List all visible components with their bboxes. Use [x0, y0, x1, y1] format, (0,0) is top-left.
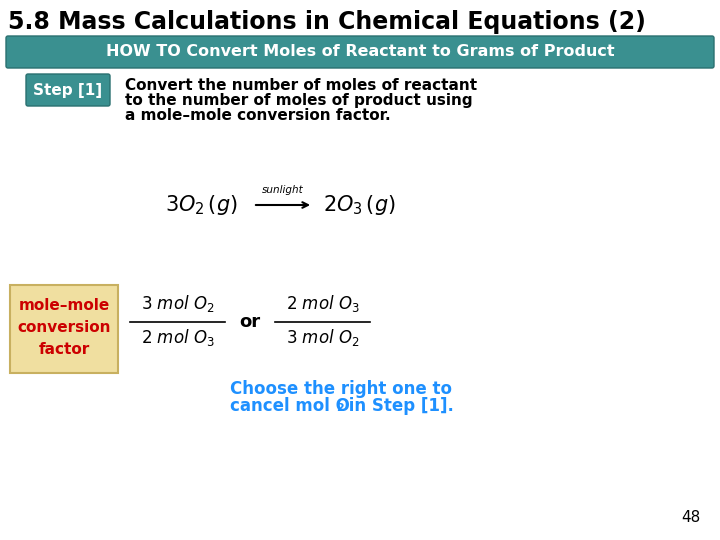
FancyBboxPatch shape [10, 285, 118, 373]
Text: sunlight: sunlight [262, 185, 304, 195]
Text: to the number of moles of product using: to the number of moles of product using [125, 93, 472, 108]
Text: Step [1]: Step [1] [33, 83, 102, 98]
Text: $3O_2\,(g)$: $3O_2\,(g)$ [165, 193, 238, 217]
Text: conversion: conversion [17, 320, 111, 334]
Text: cancel mol O: cancel mol O [230, 397, 350, 415]
Text: Choose the right one to: Choose the right one to [230, 380, 452, 398]
Text: 5.8 Mass Calculations in Chemical Equations (2): 5.8 Mass Calculations in Chemical Equati… [8, 10, 646, 34]
Text: factor: factor [38, 341, 89, 356]
Text: HOW TO Convert Moles of Reactant to Grams of Product: HOW TO Convert Moles of Reactant to Gram… [106, 44, 614, 59]
Text: 48: 48 [680, 510, 700, 525]
FancyBboxPatch shape [6, 36, 714, 68]
Text: 2: 2 [336, 403, 343, 413]
Text: $2O_3\,(g)$: $2O_3\,(g)$ [323, 193, 396, 217]
Text: Convert the number of moles of reactant: Convert the number of moles of reactant [125, 78, 477, 93]
Text: or: or [240, 313, 261, 331]
Text: $2\ \mathit{mol}\ O_3$: $2\ \mathit{mol}\ O_3$ [140, 327, 215, 348]
Text: $3\ \mathit{mol}\ O_2$: $3\ \mathit{mol}\ O_2$ [140, 293, 215, 314]
FancyBboxPatch shape [26, 74, 110, 106]
Text: mole–mole: mole–mole [19, 298, 109, 313]
Text: $2\ \mathit{mol}\ O_3$: $2\ \mathit{mol}\ O_3$ [286, 293, 359, 314]
Text: $3\ \mathit{mol}\ O_2$: $3\ \mathit{mol}\ O_2$ [286, 327, 359, 348]
Text: a mole–mole conversion factor.: a mole–mole conversion factor. [125, 108, 391, 123]
Text: in Step [1].: in Step [1]. [343, 397, 454, 415]
